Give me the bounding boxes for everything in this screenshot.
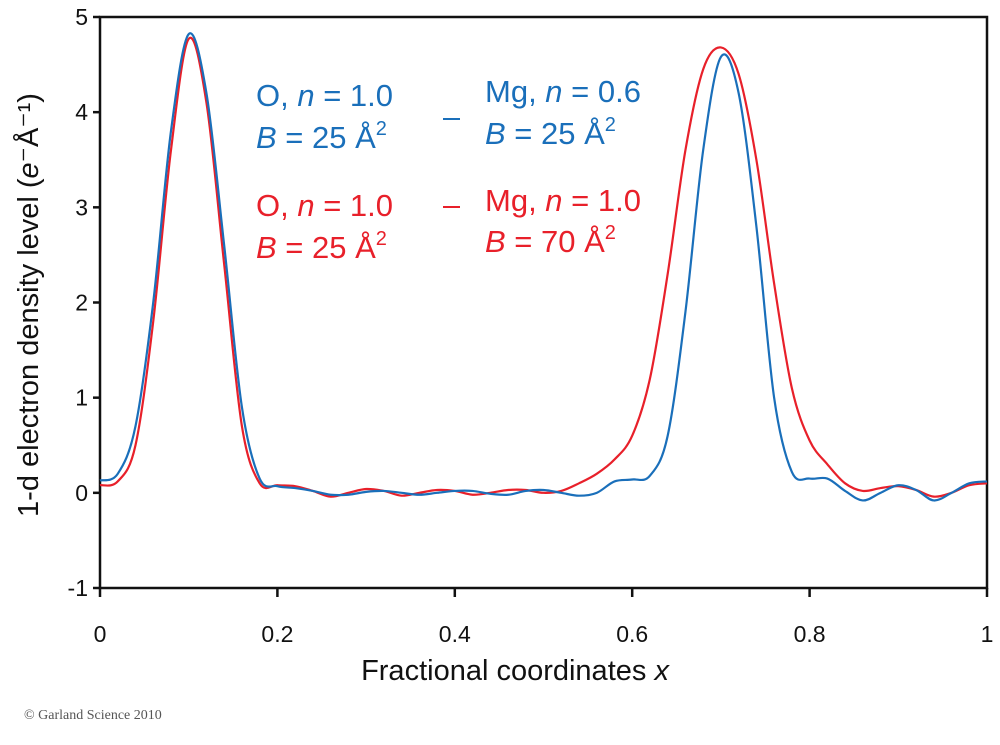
- x-tick-label: 0: [94, 621, 107, 647]
- legend-line-1: O, n = 1.0: [256, 188, 393, 223]
- y-tick-label: 3: [75, 194, 88, 220]
- legend-line-2: B = 25 Å2: [485, 114, 616, 151]
- x-axis-label: Fractional coordinates x: [361, 655, 670, 687]
- legend-entry: Mg, n = 0.6 B = 25 Å2: [485, 74, 641, 151]
- legend-line-1: O, n = 1.0: [256, 78, 393, 113]
- x-tick-label: 0.8: [794, 621, 826, 647]
- y-tick-label: 2: [75, 290, 88, 316]
- y-tick-label: 0: [75, 480, 88, 506]
- y-axis-label: 1-d electron density level (e⁻Å⁻¹): [12, 93, 45, 517]
- legend-line-2: B = 70 Å2: [485, 222, 616, 259]
- series-line-1: [99, 32, 988, 502]
- legend-line-1: Mg, n = 1.0: [485, 183, 641, 218]
- legend-line-2: B = 25 Å2: [256, 118, 387, 155]
- series-line-0: [99, 36, 988, 498]
- legend-line-2: B = 25 Å2: [256, 228, 387, 265]
- copyright: © Garland Science 2010: [24, 708, 162, 723]
- y-tick-label: 4: [75, 99, 88, 125]
- y-tick-label: -1: [68, 575, 88, 601]
- y-tick-label: 1: [75, 385, 88, 411]
- x-tick-label: 1: [981, 621, 994, 647]
- series-lines: [99, 32, 988, 502]
- x-tick-label: 0.4: [439, 621, 471, 647]
- x-tick-label: 0.6: [616, 621, 648, 647]
- y-axis: -1 0 1 2 3 4 5: [68, 4, 100, 601]
- x-axis: 0 0.2 0.4 0.6 0.8 1: [94, 588, 994, 647]
- legend-line-1: Mg, n = 0.6: [485, 74, 641, 109]
- y-tick-label: 5: [75, 4, 88, 30]
- legend-entry: O, n = 1.0 B = 25 Å2: [256, 188, 393, 265]
- x-tick-label: 0.2: [261, 621, 293, 647]
- legend-entry: Mg, n = 1.0 B = 70 Å2: [485, 183, 641, 259]
- legend-entry: O, n = 1.0 B = 25 Å2: [256, 78, 393, 155]
- legend: O, n = 1.0B = 25 Å2O, n = 1.0B = 25 Å2Mg…: [256, 74, 641, 265]
